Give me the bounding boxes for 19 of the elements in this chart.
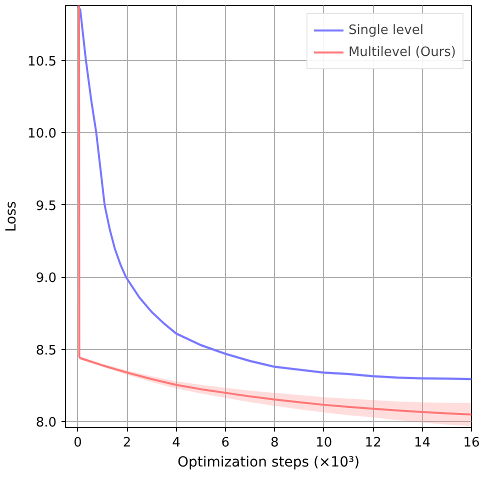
x-tick-label: 14 bbox=[414, 436, 431, 450]
legend-label: Single level bbox=[348, 22, 424, 38]
x-tick-label: 10 bbox=[316, 436, 332, 450]
x-tick-label: 8 bbox=[270, 436, 279, 450]
y-tick-label: 8.0 bbox=[36, 416, 57, 431]
y-tick-label: 10.5 bbox=[28, 54, 57, 70]
legend-label: Multilevel (Ours) bbox=[348, 44, 456, 60]
x-axis-title: Optimization steps (×10³) bbox=[177, 454, 360, 470]
x-tick-label: 4 bbox=[172, 436, 180, 450]
y-tick-label: 8.5 bbox=[36, 343, 57, 358]
x-tick-label: 0 bbox=[74, 436, 82, 450]
x-tick-label: 2 bbox=[122, 436, 132, 450]
x-tick-label: 16 bbox=[463, 436, 480, 450]
y-axis-title: Loss bbox=[4, 201, 20, 232]
y-tick-label: 9.0 bbox=[36, 271, 57, 286]
y-tick-label: 10.0 bbox=[28, 126, 57, 142]
x-tick-label: 12 bbox=[364, 436, 382, 450]
x-tick-label: 6 bbox=[221, 436, 230, 450]
y-tick-label: 9.5 bbox=[36, 198, 57, 214]
